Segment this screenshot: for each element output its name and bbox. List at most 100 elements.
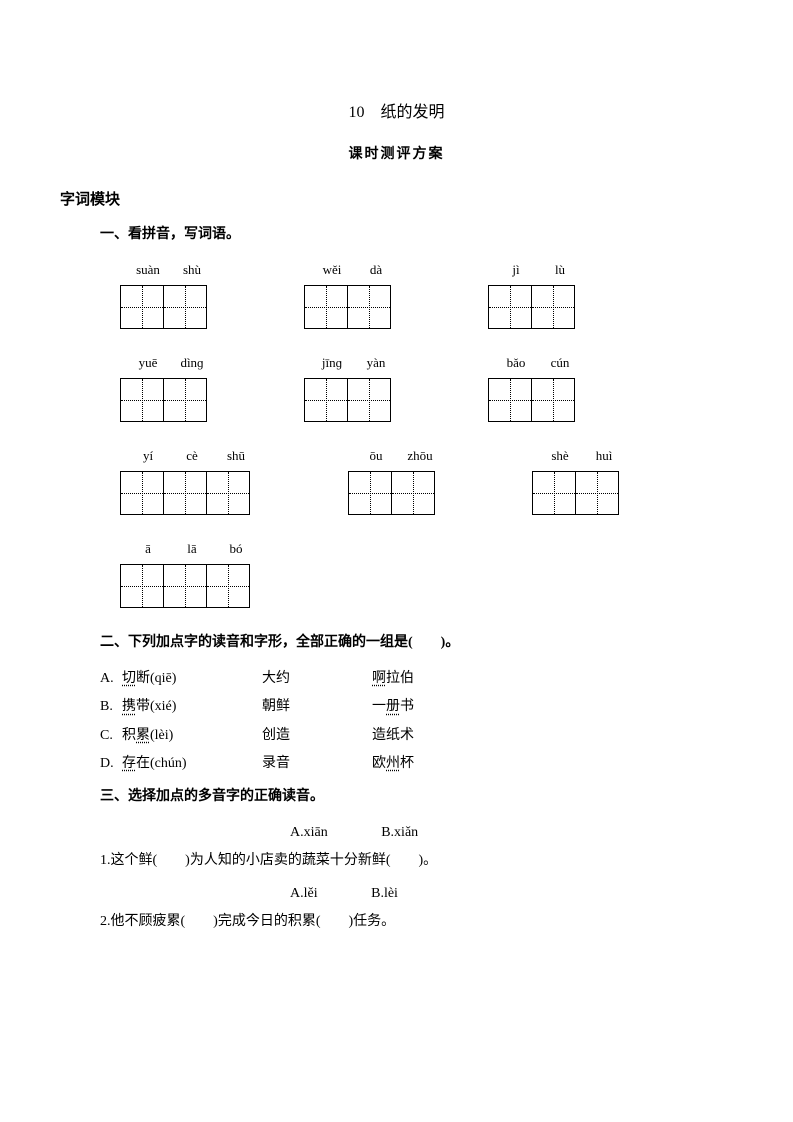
- char-cell[interactable]: [347, 285, 391, 329]
- pinyin-labels: suànshù: [126, 260, 214, 281]
- char-cell[interactable]: [120, 378, 164, 422]
- char-grid: [532, 471, 619, 515]
- pinyin-labels: jīnɡyàn: [310, 353, 398, 374]
- pinyin-labels: bǎocún: [494, 353, 582, 374]
- q2-choice-c: C. 积累(lèi) 创造 造纸术: [100, 725, 733, 747]
- char-cell[interactable]: [348, 471, 392, 515]
- q3-line-2: 2.他不顾疲累( )完成今日的积累( )任务。: [100, 911, 733, 933]
- choice-label: A.: [100, 668, 122, 690]
- char-cell[interactable]: [163, 285, 207, 329]
- q3-item-1: A.xiān B.xiǎn 1.这个鲜( )为人知的小店卖的蔬菜十分新鲜( )。: [60, 822, 733, 873]
- q3-opt-b: B.xiǎn: [381, 825, 418, 840]
- char-grid: [120, 564, 250, 608]
- q3-options-1: A.xiān B.xiǎn: [290, 822, 733, 844]
- pinyin-labels: shèhuì: [538, 446, 626, 467]
- choice-label: D.: [100, 753, 122, 775]
- pinyin-block: bǎocún: [488, 353, 582, 422]
- choice-word1: 携带(xié): [122, 696, 262, 718]
- pinyin-block: wěidà: [304, 260, 398, 329]
- pinyin-syllable: yí: [126, 446, 170, 467]
- char-cell[interactable]: [206, 471, 250, 515]
- pinyin-syllable: dìnɡ: [170, 353, 214, 374]
- pinyin-syllable: huì: [582, 446, 626, 467]
- char-cell[interactable]: [120, 285, 164, 329]
- pinyin-labels: ōuzhōu: [354, 446, 442, 467]
- choice-word1: 积累(lèi): [122, 725, 262, 747]
- q2-choice-d: D. 存在(chún) 录音 欧州杯: [100, 753, 733, 775]
- char-cell[interactable]: [163, 471, 207, 515]
- pinyin-syllable: jì: [494, 260, 538, 281]
- pinyin-row: yuēdìnɡjīnɡyànbǎocún: [120, 353, 733, 422]
- pinyin-syllable: jīnɡ: [310, 353, 354, 374]
- char-cell[interactable]: [532, 471, 576, 515]
- char-cell[interactable]: [391, 471, 435, 515]
- choice-word3: 造纸术: [372, 725, 414, 747]
- choice-word1: 切断(qiē): [122, 668, 262, 690]
- pinyin-block: yícèshū: [120, 446, 258, 515]
- pinyin-syllable: cè: [170, 446, 214, 467]
- char-cell[interactable]: [488, 378, 532, 422]
- char-cell[interactable]: [531, 285, 575, 329]
- char-grid: [120, 471, 250, 515]
- pinyin-syllable: ōu: [354, 446, 398, 467]
- char-cell[interactable]: [120, 471, 164, 515]
- char-cell[interactable]: [163, 378, 207, 422]
- lesson-title: 10 纸的发明: [60, 100, 733, 126]
- q3-item-2: A.lěi B.lèi 2.他不顾疲累( )完成今日的积累( )任务。: [60, 883, 733, 934]
- char-cell[interactable]: [304, 378, 348, 422]
- pinyin-syllable: yàn: [354, 353, 398, 374]
- pinyin-syllable: suàn: [126, 260, 170, 281]
- char-cell[interactable]: [206, 564, 250, 608]
- pinyin-block: ālābó: [120, 539, 258, 608]
- choice-word2: 大约: [262, 668, 372, 690]
- char-grid: [488, 285, 575, 329]
- pinyin-syllable: shù: [170, 260, 214, 281]
- char-cell[interactable]: [531, 378, 575, 422]
- q2-choices: A. 切断(qiē) 大约 啊拉伯 B. 携带(xié) 朝鲜 一册书 C. 积…: [60, 668, 733, 776]
- char-grid: [304, 378, 391, 422]
- q3-opt-a: A.lěi: [290, 886, 318, 901]
- q1-heading: 一、看拼音，写词语。: [100, 224, 733, 246]
- q3-heading: 三、选择加点的多音字的正确读音。: [100, 786, 733, 808]
- char-grid: [348, 471, 435, 515]
- pinyin-syllable: bǎo: [494, 353, 538, 374]
- pinyin-syllable: dà: [354, 260, 398, 281]
- pinyin-syllable: wěi: [310, 260, 354, 281]
- section-label: 字词模块: [60, 188, 733, 212]
- pinyin-row: yícèshū ōuzhōu shèhuì: [120, 446, 733, 515]
- char-grid: [120, 378, 207, 422]
- pinyin-labels: wěidà: [310, 260, 398, 281]
- pinyin-syllable: cún: [538, 353, 582, 374]
- pinyin-labels: ālābó: [126, 539, 258, 560]
- pinyin-syllable: ā: [126, 539, 170, 560]
- pinyin-syllable: lā: [170, 539, 214, 560]
- char-cell[interactable]: [120, 564, 164, 608]
- char-cell[interactable]: [304, 285, 348, 329]
- pinyin-block: ōuzhōu: [348, 446, 442, 515]
- pinyin-syllable: shè: [538, 446, 582, 467]
- char-grid: [488, 378, 575, 422]
- choice-word3: 欧州杯: [372, 753, 414, 775]
- pinyin-syllable: bó: [214, 539, 258, 560]
- char-cell[interactable]: [488, 285, 532, 329]
- pinyin-block: jīnɡyàn: [304, 353, 398, 422]
- char-grid: [120, 285, 207, 329]
- q1-grid-container: suànshùwěidàjìlùyuēdìnɡjīnɡyànbǎocúnyícè…: [120, 260, 733, 607]
- char-grid: [304, 285, 391, 329]
- q3-opt-a: A.xiān: [290, 825, 328, 840]
- q2-choice-b: B. 携带(xié) 朝鲜 一册书: [100, 696, 733, 718]
- pinyin-labels: jìlù: [494, 260, 582, 281]
- choice-label: C.: [100, 725, 122, 747]
- q2-choice-a: A. 切断(qiē) 大约 啊拉伯: [100, 668, 733, 690]
- sub-title: 课时测评方案: [60, 144, 733, 166]
- pinyin-block: shèhuì: [532, 446, 626, 515]
- char-cell[interactable]: [163, 564, 207, 608]
- choice-word3: 啊拉伯: [372, 668, 414, 690]
- choice-word3: 一册书: [372, 696, 414, 718]
- pinyin-syllable: zhōu: [398, 446, 442, 467]
- char-cell[interactable]: [347, 378, 391, 422]
- q2-heading: 二、下列加点字的读音和字形，全部正确的一组是( )。: [100, 632, 733, 654]
- choice-word2: 朝鲜: [262, 696, 372, 718]
- q3-line-1: 1.这个鲜( )为人知的小店卖的蔬菜十分新鲜( )。: [100, 850, 733, 872]
- char-cell[interactable]: [575, 471, 619, 515]
